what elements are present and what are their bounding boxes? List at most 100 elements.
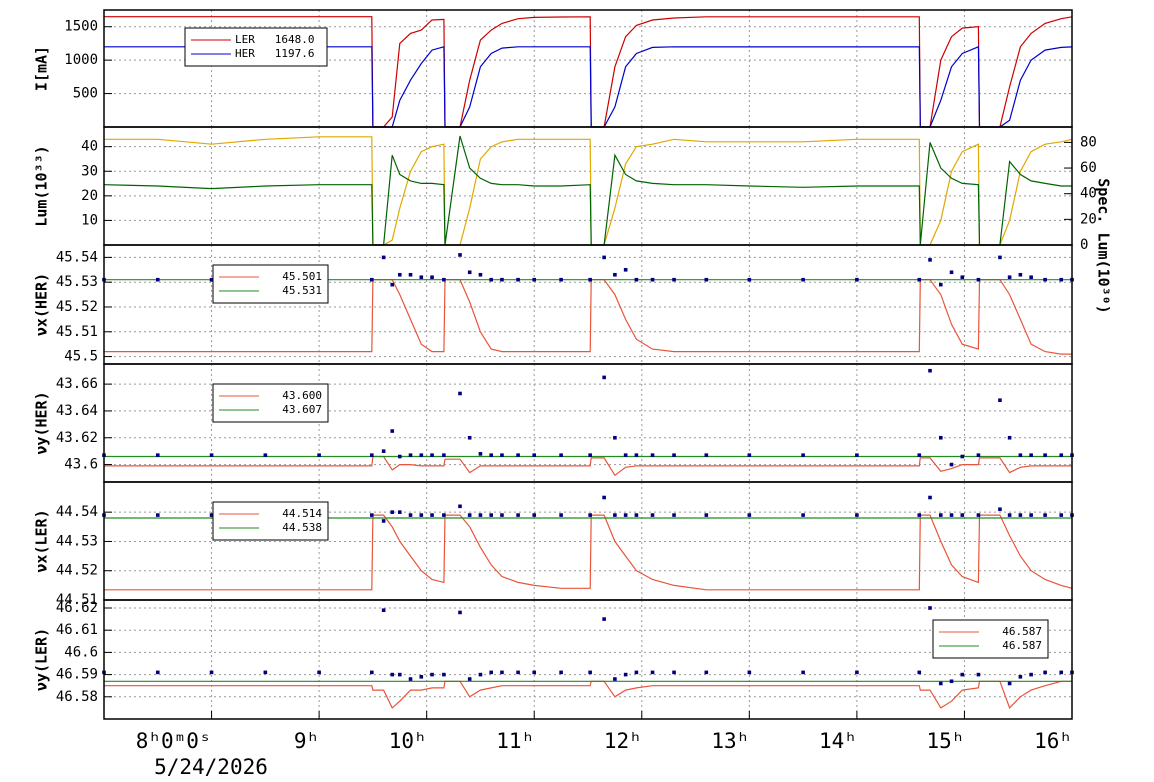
- tune-point: [458, 391, 462, 396]
- tune-point: [623, 513, 628, 517]
- tune-point: [516, 670, 520, 675]
- tune-point: [998, 398, 1002, 403]
- tune-point: [917, 513, 922, 517]
- legend-label: 46.587: [1002, 625, 1042, 638]
- y-axis-label: νy(LER): [33, 628, 51, 691]
- legend-label: 45.531: [282, 284, 322, 297]
- tune-point: [397, 672, 402, 677]
- tune-point: [381, 255, 386, 260]
- y-tick-label: 45.52: [56, 299, 98, 315]
- series-line: [104, 455, 1072, 477]
- tune-point: [263, 670, 268, 675]
- x-tick-label: 10ʰ: [389, 729, 427, 753]
- y-tick-label: 46.6: [64, 644, 98, 660]
- tune-point: [467, 435, 472, 440]
- tune-point: [559, 670, 563, 675]
- y-tick-label: 1500: [64, 19, 98, 35]
- tune-point: [588, 277, 592, 282]
- x-axis-label: 5/24/2026: [154, 755, 268, 779]
- tune-point: [1043, 670, 1047, 675]
- tune-point: [500, 277, 504, 282]
- tune-point: [801, 453, 805, 457]
- tune-point: [634, 670, 639, 675]
- tune-point: [516, 453, 520, 457]
- tune-point: [747, 670, 752, 675]
- tune-point: [478, 513, 483, 517]
- tune-point: [602, 617, 606, 621]
- tune-point: [155, 453, 160, 457]
- tune-point: [516, 513, 520, 517]
- tune-point: [532, 277, 537, 282]
- plot-frame: [103, 126, 1073, 246]
- tune-point: [397, 510, 402, 514]
- tune-point: [613, 435, 617, 440]
- tune-point: [801, 277, 805, 282]
- y2-tick-label: 0: [1080, 237, 1088, 253]
- y-tick-label: 44.54: [56, 504, 98, 520]
- tune-point: [1043, 453, 1047, 457]
- tune-point: [419, 275, 424, 280]
- tune-point: [938, 282, 943, 287]
- y-tick-label: 43.64: [56, 403, 98, 419]
- tune-point: [602, 375, 606, 380]
- tune-point: [419, 513, 424, 517]
- tune-point: [500, 670, 504, 675]
- y2-tick-label: 20: [1080, 211, 1097, 227]
- tune-point: [801, 513, 805, 517]
- tune-point: [623, 453, 628, 457]
- tune-point: [478, 452, 483, 456]
- tune-point: [650, 453, 655, 457]
- tune-point: [390, 510, 395, 514]
- plot-frame: [103, 599, 1073, 720]
- tune-point: [478, 272, 483, 277]
- tune-point: [801, 670, 805, 675]
- tune-point: [155, 277, 160, 282]
- tune-point: [1029, 672, 1033, 677]
- tune-point: [390, 282, 395, 287]
- tune-point: [381, 449, 386, 453]
- y-axis-label: I[mA]: [33, 46, 51, 91]
- y-tick-label: 45.51: [56, 324, 98, 340]
- tune-point: [1043, 513, 1047, 517]
- y2-tick-label: 80: [1080, 134, 1097, 150]
- tune-point: [623, 672, 628, 677]
- tune-point: [1007, 435, 1012, 440]
- tune-point: [317, 670, 321, 675]
- tune-point: [928, 368, 932, 373]
- legend-box: [212, 383, 329, 423]
- tune-point: [317, 453, 321, 457]
- tune-point: [1029, 513, 1033, 517]
- tune-point: [209, 513, 214, 517]
- y-axis-label: νx(HER): [33, 273, 51, 336]
- tune-point: [672, 513, 676, 517]
- tune-point: [949, 513, 954, 517]
- tune-point: [588, 513, 592, 517]
- tune-point: [650, 670, 655, 675]
- tune-point: [949, 462, 954, 467]
- tune-point: [747, 277, 752, 282]
- y2-axis-label: Spec. Lum(10³⁰): [1095, 178, 1113, 313]
- tune-point: [209, 453, 214, 457]
- tune-point: [602, 495, 606, 500]
- tune-point: [960, 513, 965, 517]
- legend-box: [184, 27, 328, 67]
- tune-point: [1059, 513, 1064, 517]
- tune-point: [442, 513, 446, 517]
- tune-point: [938, 513, 943, 517]
- tune-point: [430, 453, 434, 457]
- y-axis-label: Lum(10³³): [33, 145, 51, 226]
- tune-point: [960, 275, 965, 280]
- tune-point: [1029, 453, 1033, 457]
- y-axis-label: νy(HER): [33, 391, 51, 454]
- tune-point: [467, 677, 472, 681]
- tune-point: [928, 606, 932, 610]
- y-tick-label: 20: [81, 188, 98, 204]
- tune-point: [489, 513, 493, 517]
- tune-point: [559, 453, 563, 457]
- tune-point: [747, 513, 752, 517]
- tune-point: [623, 267, 628, 272]
- tune-point: [976, 453, 981, 457]
- tune-point: [1007, 681, 1012, 686]
- tune-point: [458, 253, 462, 257]
